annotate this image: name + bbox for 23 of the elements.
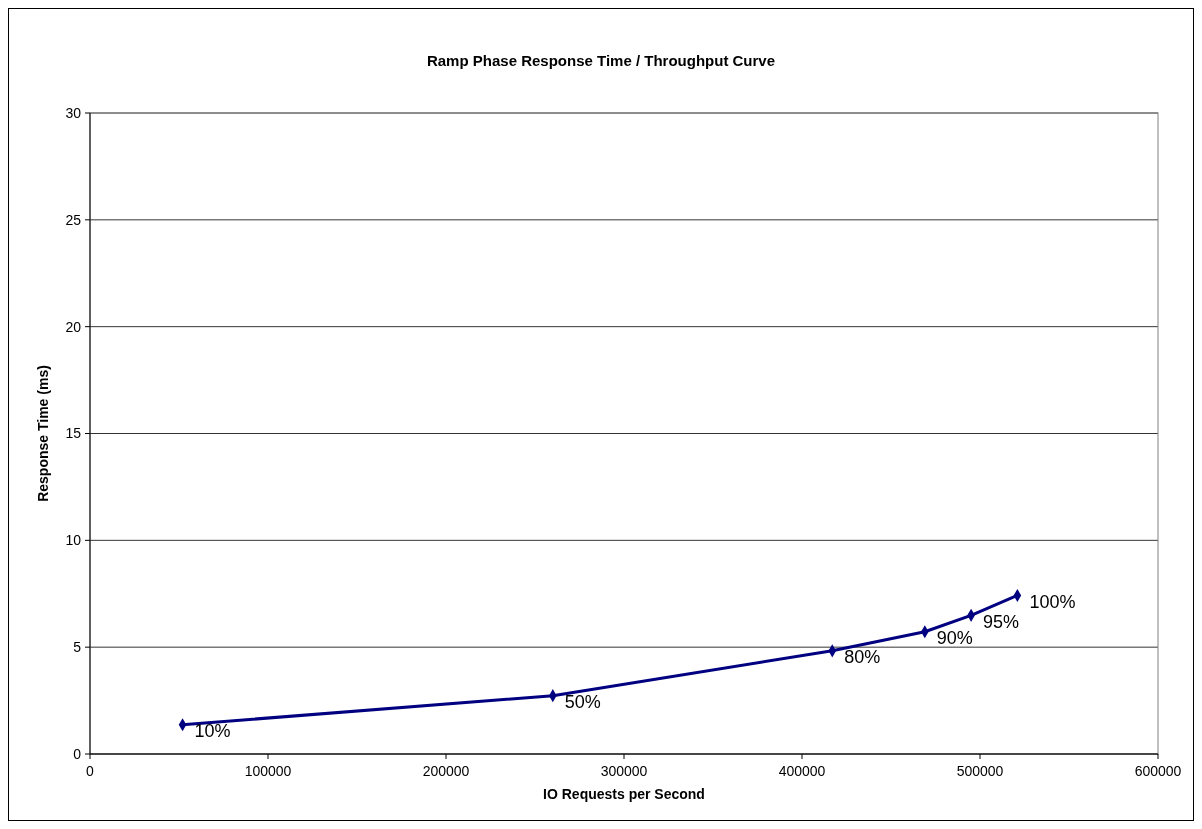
annotation: 10% — [194, 721, 231, 742]
annotation: 50% — [564, 692, 601, 713]
y-tick-label: 15 — [65, 425, 82, 442]
x-tick-label: 100000 — [244, 763, 292, 779]
annotation: 95% — [983, 611, 1020, 632]
x-axis-title: IO Requests per Second — [543, 786, 705, 802]
y-tick-label: 0 — [73, 745, 82, 762]
annotation: 100% — [1029, 592, 1076, 613]
x-tick-label: 200000 — [422, 763, 470, 779]
y-tick-label: 10 — [65, 532, 82, 549]
y-axis-title: Response Time (ms) — [35, 365, 51, 502]
x-tick-label: 500000 — [956, 763, 1004, 779]
annotation: 80% — [844, 647, 881, 668]
y-tick-label: 30 — [65, 104, 82, 121]
y-tick-label: 5 — [73, 639, 82, 656]
chart-title: Ramp Phase Response Time / Throughput Curve — [426, 52, 776, 69]
x-tick-label: 600000 — [1134, 763, 1182, 779]
y-tick-label: 20 — [65, 318, 82, 335]
y-tick-label: 25 — [65, 211, 82, 228]
x-tick-label: 400000 — [778, 763, 826, 779]
x-tick-label: 0 — [86, 763, 95, 779]
annotation: 90% — [936, 628, 973, 649]
x-tick-label: 300000 — [600, 763, 648, 779]
